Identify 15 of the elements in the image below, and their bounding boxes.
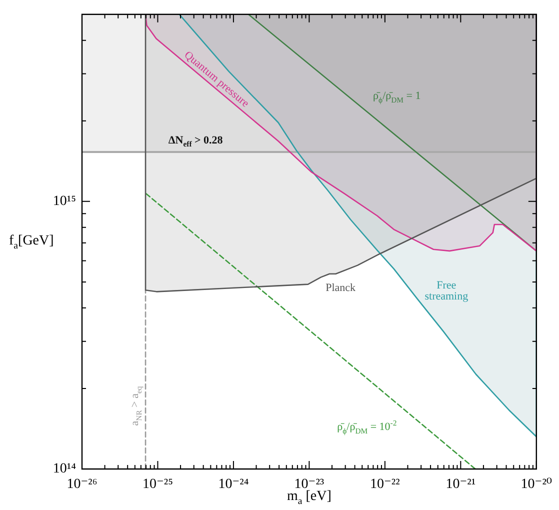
x-tick-label: 10⁻²⁴ <box>218 477 249 492</box>
series-label: Planck <box>326 282 356 296</box>
y-tick-label: 10¹⁴ <box>52 462 76 477</box>
x-tick-label: 10⁻²⁵ <box>142 477 174 492</box>
series-label: ρ̄$_{ϕ}$/ρ̄$_{DM}$ = 1 <box>373 90 421 105</box>
band-label: ΔN$_{eff}$ > 0.28 <box>168 134 223 149</box>
x-tick-label: 10⁻²¹ <box>446 477 476 492</box>
x-axis-title: m$_{a}$ [eV] <box>286 489 332 507</box>
x-tick-label: 10⁻²⁶ <box>66 477 98 492</box>
series-label: Free streaming <box>424 279 468 304</box>
series-label: ρ̄$_{ϕ}$/ρ̄$_{DM}$ = 10$^{-2}$ <box>337 418 397 436</box>
x-tick-label: 10⁻²⁰ <box>520 477 552 492</box>
y-tick-label: 10¹⁵ <box>52 194 76 210</box>
y-axis-title: f$_{a}$[GeV] <box>9 233 54 252</box>
x-tick-label: 10⁻²² <box>370 477 400 492</box>
